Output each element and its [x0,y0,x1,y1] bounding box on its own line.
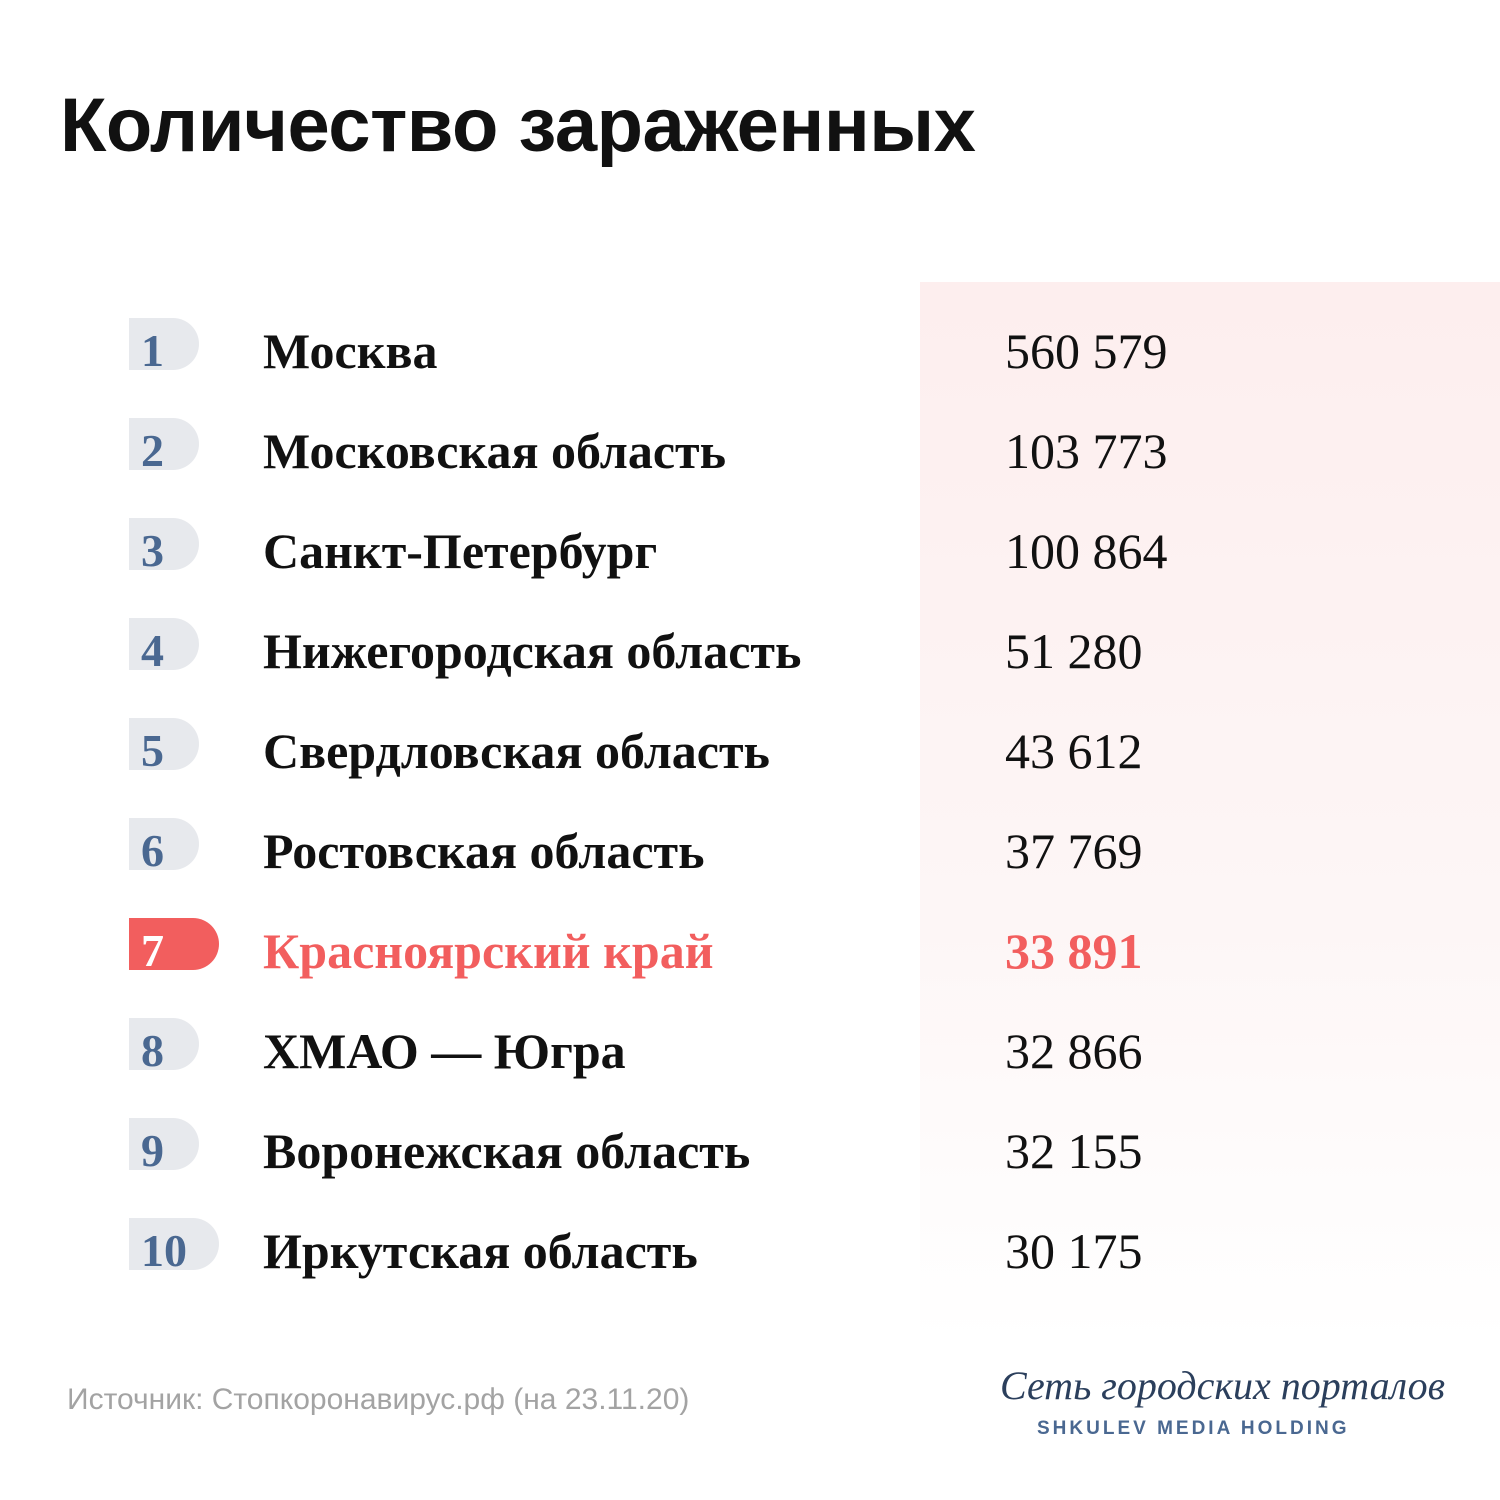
infected-count: 103 773 [1005,423,1168,479]
rank-badge [129,618,199,670]
rank-number: 9 [141,1125,164,1176]
table-row: 8 ХМАО — Югра 32 866 [0,1002,1500,1102]
region-name: Москва [263,323,438,379]
infected-count: 560 579 [1005,323,1168,379]
region-name: Красноярский край [263,923,714,979]
rank-number: 7 [141,925,164,976]
region-name: ХМАО — Югра [263,1023,626,1079]
rank-number: 10 [141,1225,187,1276]
rank-number: 5 [141,725,164,776]
table-row: 4 Нижегородская область 51 280 [0,602,1500,702]
value-column-background [920,282,1500,1342]
table-row: 10 Иркутская область 30 175 [0,1202,1500,1302]
rank-badge [129,1118,199,1170]
region-name: Ростовская область [263,823,705,879]
chart-title: Количество зараженных [60,83,976,168]
infected-count: 43 612 [1005,723,1143,779]
rank-badge [129,318,199,370]
table-row: 6 Ростовская область 37 769 [0,802,1500,902]
brand-logo-subtitle: SHKULEV MEDIA HOLDING [1037,1418,1350,1439]
brand-logo-name: Сеть городских порталов [1000,1363,1445,1408]
table-row: 1 Москва 560 579 [0,302,1500,402]
rank-badge [129,818,199,870]
rank-number: 6 [141,825,164,876]
rank-badge [129,418,199,470]
table-row: 7 Красноярский край 33 891 [0,902,1500,1002]
region-name: Санкт-Петербург [263,523,658,579]
table-row: 9 Воронежская область 32 155 [0,1102,1500,1202]
source-note: Источник: Стопкоронавирус.рф (на 23.11.2… [67,1383,690,1416]
infected-count: 33 891 [1005,923,1143,979]
table-row: 3 Санкт-Петербург 100 864 [0,502,1500,602]
region-name: Иркутская область [263,1223,698,1279]
rank-number: 8 [141,1025,164,1076]
infected-count: 30 175 [1005,1223,1143,1279]
table-row: 2 Московская область 103 773 [0,402,1500,502]
infected-count: 32 155 [1005,1123,1143,1179]
infected-count: 51 280 [1005,623,1143,679]
region-name: Московская область [263,423,727,479]
infected-count: 37 769 [1005,823,1143,879]
infected-count: 100 864 [1005,523,1168,579]
rank-badge [129,1018,199,1070]
rank-number: 3 [141,525,164,576]
region-name: Свердловская область [263,723,770,779]
rank-number: 1 [141,325,164,376]
table-row: 5 Свердловская область 43 612 [0,702,1500,802]
region-name: Нижегородская область [263,623,802,679]
rank-badge [129,1218,219,1270]
rank-badge [129,518,199,570]
rank-badge [129,718,199,770]
rank-badge [129,918,219,970]
infected-count: 32 866 [1005,1023,1143,1079]
region-name: Воронежская область [263,1123,751,1179]
rank-number: 2 [141,425,164,476]
rank-number: 4 [141,625,164,676]
